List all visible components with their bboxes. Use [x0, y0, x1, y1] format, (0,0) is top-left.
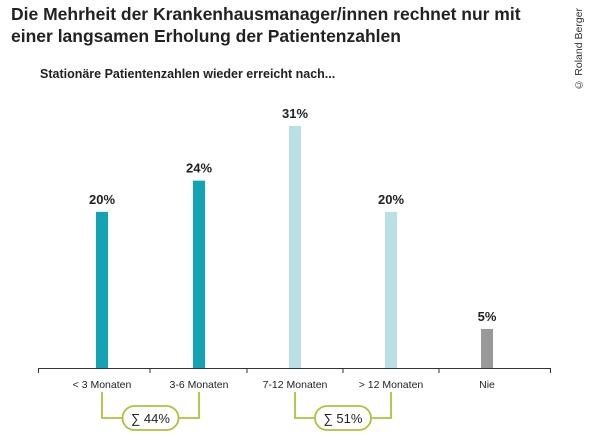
category-label-4: Nie	[479, 379, 495, 391]
value-label-2: 31%	[282, 106, 308, 121]
bar-4	[481, 328, 493, 368]
sum-brackets-group: ∑ 44% ∑ 51%	[101, 392, 392, 431]
sum-bracket-0	[101, 392, 200, 419]
category-labels-group: < 3 Monaten 3-6 Monaten 7-12 Monaten > 12 M…	[73, 379, 495, 391]
bar-2	[289, 126, 301, 368]
sum-label-0: ∑ 44%	[131, 411, 170, 426]
bars-group	[96, 126, 493, 368]
chart-title: Die Mehrheit der Krankenhausmanager/inne…	[11, 4, 521, 46]
value-label-3: 20%	[378, 192, 404, 207]
value-label-0: 20%	[89, 192, 115, 207]
value-label-4: 5%	[478, 309, 497, 324]
category-label-2: 7-12 Monaten	[263, 379, 328, 391]
category-label-1: 3-6 Monaten	[170, 379, 229, 391]
bar-0	[96, 211, 108, 368]
sum-badge-0	[121, 405, 180, 431]
sum-label-1: ∑ 51%	[324, 411, 363, 426]
category-label-0: < 3 Monaten	[73, 379, 132, 391]
bar-1	[193, 180, 205, 368]
bar-3	[385, 211, 397, 368]
value-labels-group: 20% 24% 31% 20% 5%	[89, 106, 497, 324]
category-label-3: > 12 Monaten	[359, 379, 424, 391]
axis-ticks-group	[38, 368, 551, 373]
sum-badge-1	[314, 405, 372, 431]
sum-bracket-1	[294, 392, 392, 419]
chart-subtitle: Stationäre Patientenzahlen wieder erreic…	[40, 67, 336, 81]
value-label-1: 24%	[186, 161, 212, 176]
